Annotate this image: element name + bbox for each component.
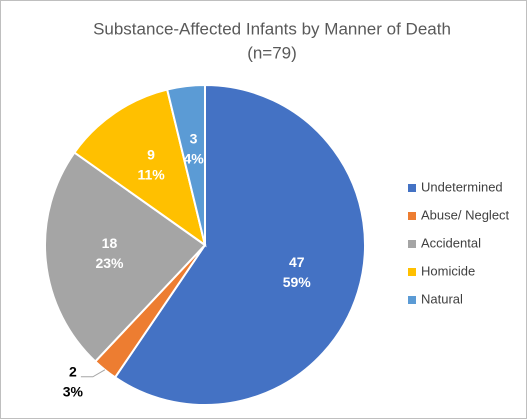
percent-label: 3% (63, 383, 84, 399)
data-label: 2 (69, 363, 77, 379)
legend-swatch (408, 296, 416, 304)
chart-title: Substance-Affected Infants by Manner of … (93, 19, 451, 38)
percent-label: 11% (137, 166, 165, 182)
legend-swatch (408, 240, 416, 248)
data-label: 47 (289, 254, 305, 270)
legend-label: Abuse/ Neglect (421, 207, 510, 222)
legend-swatch (408, 268, 416, 276)
data-label: 3 (190, 130, 198, 146)
legend-label: Homicide (421, 263, 475, 278)
percent-label: 59% (283, 274, 312, 290)
pie-slice (113, 83, 366, 406)
pie-slice (73, 88, 207, 248)
percent-label: 23% (95, 255, 124, 271)
percent-label: 4% (183, 150, 204, 166)
legend-label: Natural (421, 291, 463, 306)
legend-label: Accidental (421, 235, 481, 250)
data-label: 18 (102, 235, 118, 251)
pie-slice (44, 151, 207, 363)
legend-label: Undetermined (421, 179, 503, 194)
leader-line (80, 369, 106, 378)
legend-swatch (408, 184, 416, 192)
legend-swatch (408, 212, 416, 220)
chart-subtitle: (n=79) (247, 43, 297, 62)
pie-slice (165, 83, 206, 246)
data-label: 9 (147, 146, 155, 162)
